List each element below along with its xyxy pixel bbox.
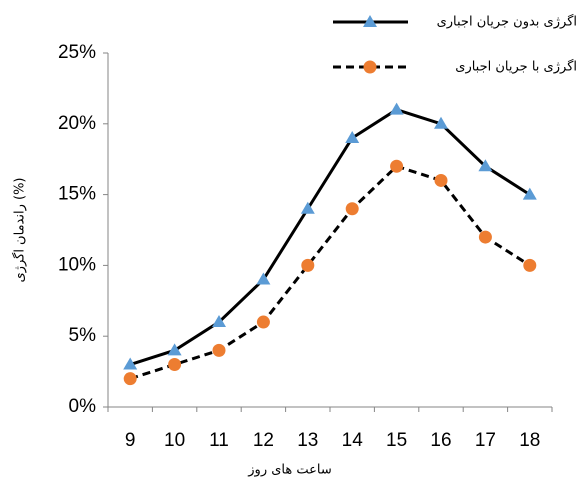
legend-label: اگرژی با جریان اجباری bbox=[455, 59, 577, 75]
x-tick-label: 14 bbox=[342, 430, 364, 451]
legend-marker bbox=[363, 15, 377, 27]
data-point bbox=[123, 357, 138, 370]
x-tick-label: 10 bbox=[164, 430, 185, 451]
data-point bbox=[300, 201, 315, 214]
data-point bbox=[523, 258, 537, 272]
data-point bbox=[167, 343, 182, 356]
data-point bbox=[434, 173, 448, 187]
data-point bbox=[478, 159, 493, 172]
y-tick-label: 25% bbox=[58, 42, 96, 63]
x-tick-label: 9 bbox=[125, 430, 136, 451]
y-tick-label: 0% bbox=[69, 396, 97, 417]
x-tick-label: 16 bbox=[430, 430, 451, 451]
data-point bbox=[389, 102, 404, 115]
y-axis-label: راندمان اگرژی (%) bbox=[12, 177, 28, 282]
x-tick-label: 17 bbox=[475, 430, 496, 451]
x-tick-label: 18 bbox=[519, 430, 540, 451]
y-tick-label: 10% bbox=[58, 254, 96, 275]
y-tick-label: 20% bbox=[58, 113, 96, 134]
data-point bbox=[301, 258, 315, 272]
data-point bbox=[434, 116, 448, 129]
x-tick-label: 15 bbox=[386, 430, 407, 451]
legend-label: اگرژی بدون جریان اجباری bbox=[437, 14, 577, 30]
y-tick-label: 5% bbox=[69, 325, 97, 346]
data-point bbox=[168, 358, 182, 372]
x-axis-label: ساعت های روز bbox=[247, 463, 331, 478]
data-point bbox=[256, 272, 271, 285]
legend-marker bbox=[363, 60, 377, 74]
series-line bbox=[129, 164, 531, 381]
x-tick-label: 12 bbox=[253, 430, 274, 451]
x-tick-label: 13 bbox=[297, 430, 318, 451]
y-tick-label: 15% bbox=[58, 184, 96, 205]
data-point bbox=[345, 202, 359, 216]
data-point bbox=[256, 315, 270, 329]
data-point bbox=[390, 159, 404, 173]
data-point bbox=[212, 343, 226, 357]
data-point bbox=[212, 315, 226, 328]
series-line bbox=[129, 107, 531, 366]
data-point bbox=[345, 130, 360, 143]
data-point bbox=[522, 187, 537, 200]
data-point bbox=[478, 230, 492, 244]
data-point bbox=[123, 372, 137, 386]
x-tick-label: 11 bbox=[209, 430, 229, 451]
